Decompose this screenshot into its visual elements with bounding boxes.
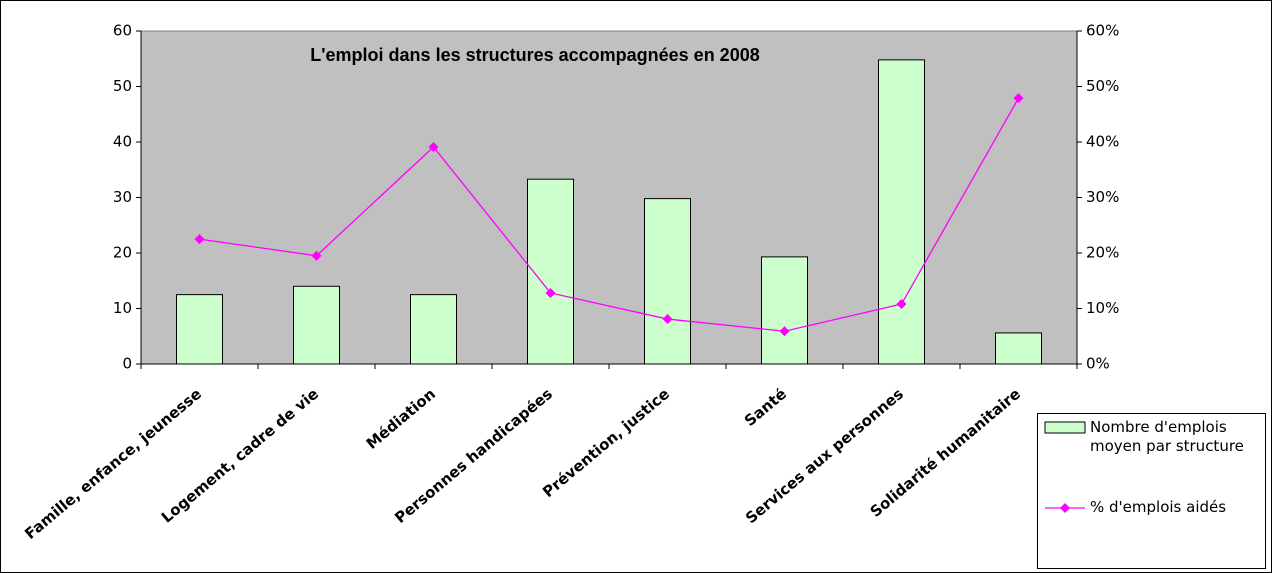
y2-tick-label: 50% xyxy=(1086,77,1119,95)
bar xyxy=(761,256,808,365)
plot-area xyxy=(140,30,1078,365)
bar xyxy=(293,285,340,365)
bar xyxy=(644,198,691,365)
y-tick-label: 50 xyxy=(113,77,132,95)
y-tick-label: 10 xyxy=(113,299,132,317)
y2-tick-label: 60% xyxy=(1086,22,1119,40)
y2-tick-label: 40% xyxy=(1086,133,1119,151)
y2-tick-label: 20% xyxy=(1086,244,1119,262)
bar xyxy=(878,59,925,365)
line-marker xyxy=(1013,93,1024,104)
legend-box xyxy=(1037,413,1266,569)
legend-label: Nombre d'emplois moyen par structure xyxy=(1090,418,1244,455)
legend-swatch xyxy=(1060,503,1070,513)
line-marker xyxy=(311,250,322,261)
line-marker xyxy=(194,234,205,245)
bar xyxy=(176,294,223,365)
y-tick-label: 0 xyxy=(122,355,132,373)
y2-tick-label: 0% xyxy=(1086,355,1110,373)
line-marker xyxy=(896,299,907,310)
bar xyxy=(527,178,574,365)
line xyxy=(199,97,1020,332)
bar xyxy=(410,294,457,365)
line-marker xyxy=(662,314,673,325)
y-tick-label: 40 xyxy=(113,133,132,151)
y-tick-label: 20 xyxy=(113,244,132,262)
legend-swatch xyxy=(1044,421,1086,434)
y2-tick-label: 30% xyxy=(1086,188,1119,206)
line-marker xyxy=(428,141,439,152)
y2-tick-label: 10% xyxy=(1086,299,1119,317)
bar xyxy=(995,332,1042,365)
line-marker xyxy=(779,326,790,337)
legend-label: % d'emplois aidés xyxy=(1090,498,1227,516)
y-tick-label: 30 xyxy=(113,188,132,206)
line-marker xyxy=(545,287,556,298)
chart-title: L'emploi dans les structures accompagnée… xyxy=(310,45,759,65)
y-tick-label: 60 xyxy=(113,22,132,40)
